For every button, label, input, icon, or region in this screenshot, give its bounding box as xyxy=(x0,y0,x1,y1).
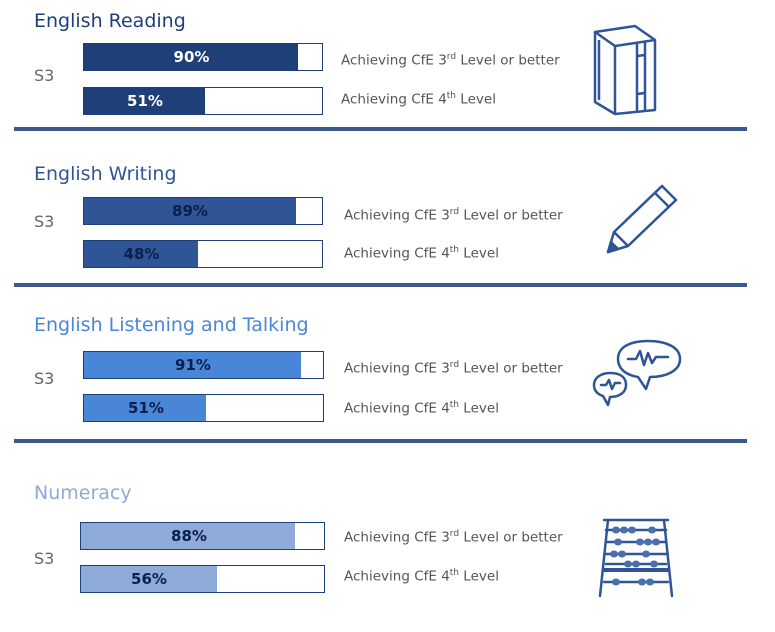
progress-bar-fourth-level: 51% xyxy=(83,87,323,115)
grade-label: S3 xyxy=(34,66,55,85)
progress-bar-fourth-level: 56% xyxy=(80,565,325,593)
fourth-level-description: Achieving CfE 4th Level xyxy=(344,245,499,262)
progress-bar-third-level: 90% xyxy=(83,43,323,71)
fourth-level-description: Achieving CfE 4th Level xyxy=(344,568,499,585)
progress-bar-fourth-level: 51% xyxy=(83,394,324,422)
third-level-description: Achieving CfE 3rd Level or better xyxy=(341,52,560,69)
bar-fill xyxy=(84,198,296,224)
section-title-listening-talking: English Listening and Talking xyxy=(34,314,309,336)
section-title-reading: English Reading xyxy=(34,10,186,32)
bar-fill xyxy=(84,44,299,70)
fourth-level-description: Achieving CfE 4th Level xyxy=(341,91,496,108)
bar-percent-label: 88% xyxy=(171,527,207,545)
bar-fill xyxy=(81,523,295,549)
speech-bubbles-icon xyxy=(592,339,682,407)
section-divider xyxy=(14,127,747,131)
bar-fill xyxy=(84,395,206,421)
abacus-icon xyxy=(598,518,674,598)
bar-fill xyxy=(84,241,199,267)
progress-bar-fourth-level: 48% xyxy=(83,240,323,268)
bar-fill xyxy=(84,352,302,378)
section-divider xyxy=(14,283,747,287)
section-title-numeracy: Numeracy xyxy=(34,482,132,504)
section-divider xyxy=(14,439,747,443)
section-title-writing: English Writing xyxy=(34,163,177,185)
pencil-icon xyxy=(606,184,678,254)
grade-label: S3 xyxy=(34,212,55,231)
third-level-description: Achieving CfE 3rd Level or better xyxy=(344,529,563,546)
third-level-description: Achieving CfE 3rd Level or better xyxy=(344,207,563,224)
book-icon xyxy=(593,24,657,116)
grade-label: S3 xyxy=(34,369,55,388)
bar-percent-label: 56% xyxy=(131,570,167,588)
progress-bar-third-level: 91% xyxy=(83,351,324,379)
grade-label: S3 xyxy=(34,549,55,568)
bar-fill xyxy=(84,88,206,114)
bar-percent-label: 51% xyxy=(127,92,163,110)
bar-fill xyxy=(81,566,218,592)
bar-percent-label: 51% xyxy=(128,399,164,417)
third-level-description: Achieving CfE 3rd Level or better xyxy=(344,360,563,377)
progress-bar-third-level: 89% xyxy=(83,197,323,225)
bar-percent-label: 91% xyxy=(175,356,211,374)
bar-percent-label: 90% xyxy=(173,48,210,66)
bar-percent-label: 48% xyxy=(123,245,160,263)
fourth-level-description: Achieving CfE 4th Level xyxy=(344,400,499,417)
progress-bar-third-level: 88% xyxy=(80,522,325,550)
bar-percent-label: 89% xyxy=(172,202,208,220)
